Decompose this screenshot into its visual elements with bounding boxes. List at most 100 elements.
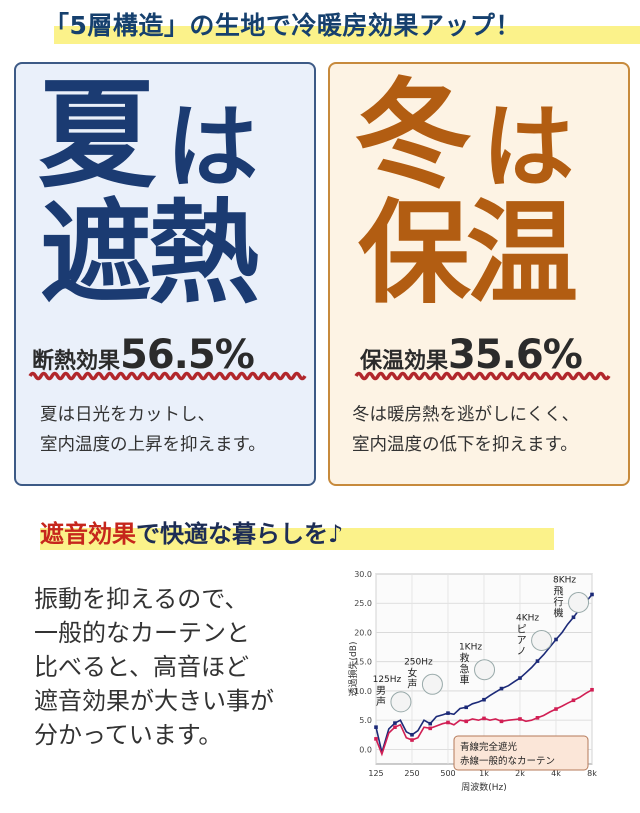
summer-description: 夏は日光をカットし、 室内温度の上昇を抑えます。 — [40, 400, 266, 460]
chart-annotation-label: 男 — [376, 685, 386, 697]
chart-annotation-label: ピ — [517, 623, 527, 635]
summer-title: 遮熱 — [40, 189, 260, 319]
sound-line-4: 遮音効果が大きい事が — [34, 687, 274, 715]
sound-line-2: 一般的なカーテンと — [34, 619, 250, 647]
winter-description: 冬は暖房熱を逃がしにくく、 室内温度の低下を抑えます。 — [352, 400, 579, 460]
winter-panel: 冬 は 保温 保温効果35.6% 冬は暖房熱を逃がしにくく、 室内温度の低下を抑… — [328, 62, 630, 486]
summer-effect-label: 断熱効果 — [32, 349, 121, 374]
sound-heading-highlight — [40, 528, 554, 550]
chart-legend-box — [453, 735, 589, 771]
summer-desc-line-2: 室内温度の上昇を抑えます。 — [40, 435, 266, 455]
chart-point — [446, 720, 450, 725]
chart-point — [428, 726, 433, 731]
chart-point — [410, 738, 414, 742]
headline: 「5層構造」の生地で冷暖房効果アップ！ — [44, 6, 640, 44]
winter-wave-underline — [354, 371, 611, 381]
chart-x-tick-label: 250 — [404, 769, 419, 778]
winter-title: 保温 — [358, 189, 578, 319]
chart-point — [410, 732, 414, 737]
winter-kana: は — [482, 94, 575, 201]
chart-annotation-icon — [474, 659, 496, 681]
chart-annotation-label: 声 — [407, 677, 417, 690]
chart-point — [499, 686, 504, 691]
chart-y-tick-label: 5.0 — [359, 716, 372, 725]
chart-annotation-label: 機 — [554, 606, 564, 619]
chart-point — [482, 697, 486, 702]
summer-kana: は — [166, 94, 259, 201]
chart-legend-item-1: 青線完全遮光 — [460, 741, 518, 753]
chart-point — [518, 717, 522, 721]
summer-wave-underline — [28, 371, 307, 381]
headline-text: 「5層構造」の生地で冷暖房効果アップ！ — [44, 11, 521, 40]
sound-chart-svg: 30.0 25.0 20.0 15.0 10.0 5.0 0.0 125 250 500 1k 2k 4… — [347, 570, 597, 793]
chart-y-tick-label: 0.0 — [359, 745, 372, 754]
chart-point — [590, 687, 594, 692]
chart-point — [554, 707, 558, 711]
chart-point — [590, 592, 594, 597]
chart-point — [499, 719, 504, 724]
chart-point — [571, 698, 576, 703]
summer-desc-line-1: 夏は日光をカットし、 — [40, 405, 215, 425]
chart-annotation-hz: 250Hz — [404, 657, 433, 667]
chart-point — [464, 719, 469, 724]
chart-point — [374, 737, 378, 741]
sound-heading: 遮音効果で快適な暮らしを♪ — [40, 514, 554, 554]
chart-point — [428, 721, 433, 726]
chart-y-tick-label: 10.0 — [354, 687, 372, 696]
chart-annotation-hz: 8KHz — [553, 575, 576, 585]
chart-y-tick-label: 25.0 — [354, 599, 372, 608]
summer-panel: 夏 は 遮熱 断熱効果56.5% 夏は日光をカットし、 室内温度の上昇を抑えます… — [14, 62, 316, 486]
chart-y-tick-label: 20.0 — [354, 628, 372, 637]
chart-x-tick-label: 2k — [515, 769, 525, 778]
chart-annotation-label: 車 — [460, 674, 470, 687]
chart-point — [446, 711, 450, 715]
chart-annotation-label: 女 — [407, 666, 417, 679]
chart-point — [535, 659, 540, 663]
chart-annotation-label: 行 — [554, 595, 564, 608]
winter-kanji: 冬 — [354, 66, 473, 204]
headline-highlight — [54, 26, 640, 44]
chart-y-tick-label: 30.0 — [354, 570, 372, 579]
chart-point — [571, 615, 576, 620]
chart-x-tick-label: 4k — [551, 769, 561, 778]
chart-annotation-icon — [421, 673, 443, 695]
chart-annotation-icon — [531, 629, 553, 651]
winter-effect-label: 保温効果 — [360, 349, 449, 374]
chart-annotation-label: ア — [517, 635, 527, 646]
chart-x-tick-label: 1k — [479, 769, 489, 778]
chart-annotation-label: 飛 — [554, 585, 564, 597]
chart-annotation-label: ノ — [517, 646, 527, 657]
chart-point — [464, 705, 469, 710]
chart-x-tick-label: 8k — [587, 769, 597, 778]
sound-heading-red: 遮音効果 — [40, 520, 136, 548]
sound-description: 振動を抑えるので、 一般的なカーテンと 比べると、高音ほど 遮音効果が大きい事が… — [34, 582, 274, 752]
sound-heading-rest: で快適な暮らしを♪ — [136, 520, 344, 548]
chart-point — [374, 725, 378, 729]
chart-x-axis-label: 周波数(Hz) — [461, 781, 507, 793]
chart-annotation-icon — [390, 691, 412, 713]
chart-annotation-label: 声 — [376, 695, 386, 708]
chart-annotation-label: 救 — [460, 652, 470, 665]
chart-point — [554, 637, 558, 642]
chart-x-tick-label: 125 — [368, 769, 383, 778]
summer-kanji: 夏 — [38, 66, 157, 204]
chart-x-tick-label: 500 — [440, 769, 455, 778]
winter-effect: 保温効果35.6% — [360, 332, 583, 378]
chart-point — [393, 725, 397, 729]
sound-line-5: 分かっています。 — [34, 721, 223, 749]
chart-point — [535, 716, 540, 720]
chart-legend-item-2: 赤線一般的なカーテン — [460, 755, 555, 767]
sound-chart: 30.0 25.0 20.0 15.0 10.0 5.0 0.0 125 250 500 1k 2k 4… — [342, 562, 638, 808]
chart-annotation-icon — [568, 591, 590, 613]
chart-point — [482, 716, 486, 721]
chart-y-axis-label: 透過損失(dB) — [347, 642, 359, 697]
chart-point — [518, 676, 522, 680]
sound-heading-text: 遮音効果で快適な暮らしを♪ — [40, 514, 343, 549]
sound-line-3: 比べると、高音ほど — [34, 653, 250, 681]
sound-line-1: 振動を抑えるので、 — [34, 585, 249, 613]
chart-annotation-hz: 125Hz — [373, 675, 402, 685]
chart-annotation-label: 急 — [460, 663, 470, 676]
winter-desc-line-1: 冬は暖房熱を逃がしにくく、 — [352, 405, 580, 425]
summer-effect-value: 56.5% — [120, 332, 255, 378]
chart-annotation-hz: 1KHz — [459, 643, 482, 653]
